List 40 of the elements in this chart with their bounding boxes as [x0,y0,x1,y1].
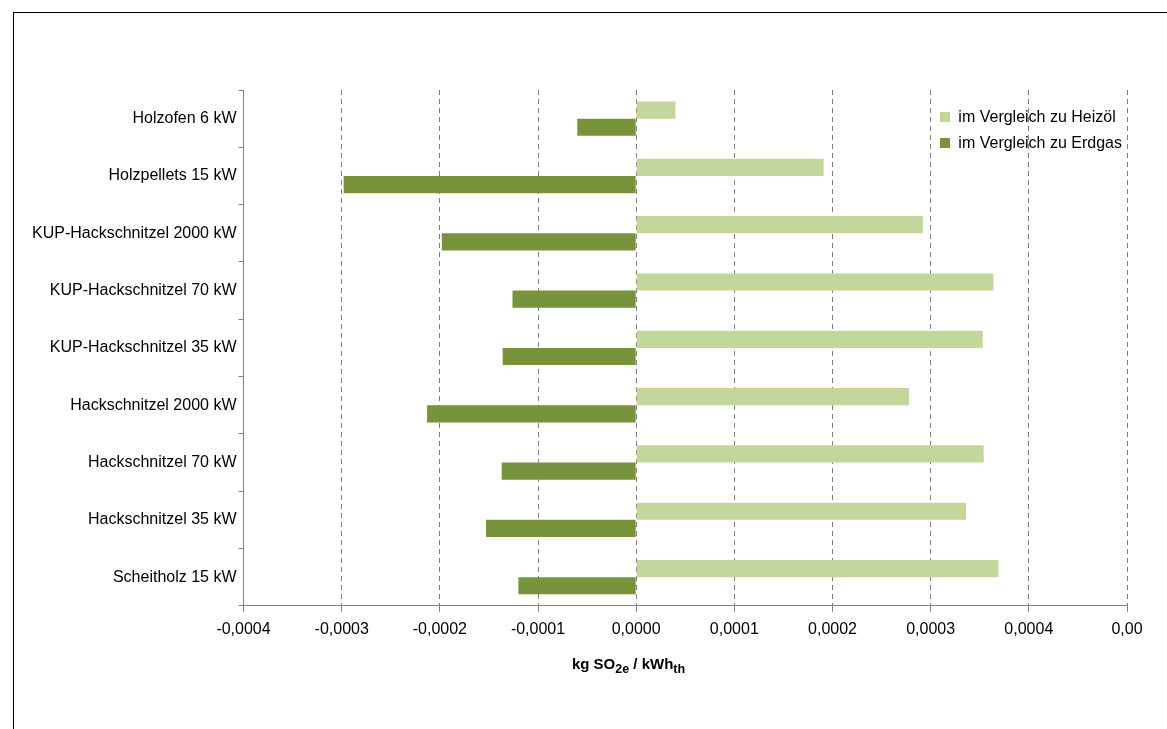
x-tick-label: 0,00 [1111,619,1143,637]
x-tick-label: -0,0001 [510,619,566,637]
x-tick-label: 0,0001 [709,619,759,637]
bar [577,118,636,136]
bar [636,216,923,234]
bar [485,519,636,538]
bar [636,388,910,406]
bar [636,502,967,520]
bar [441,233,636,251]
y-tick-label: Hackschnitzel 70 kW [88,452,238,470]
legend-label: im Vergleich zu Heizöl [958,108,1116,126]
bar [636,101,676,119]
y-tick-label: Scheitholz 15 kW [112,567,238,585]
y-tick-label: KUP-Hackschnitzel 35 kW [49,338,238,356]
x-tick-label: 0,0002 [808,619,858,637]
bar [636,273,994,291]
legend-label: im Vergleich zu Erdgas [958,134,1122,152]
bar [343,175,636,194]
x-tick-label: 0,0004 [1004,619,1054,637]
y-tick-label: KUP-Hackschnitzel 70 kW [49,281,238,298]
x-tick-label: 0,0003 [906,619,956,637]
y-tick-label: Hackschnitzel 35 kW [88,510,238,528]
x-tick-label: -0,0003 [314,619,369,637]
bar [636,158,824,176]
bar [501,462,636,480]
bar [636,330,983,348]
x-tick-label: 0,0000 [611,619,661,637]
bar [518,577,636,595]
bar [512,290,636,308]
x-tick-label: -0,0004 [216,619,271,637]
y-tick-label: Hackschnitzel 2000 kW [70,395,238,413]
x-tick-label: -0,0002 [412,619,468,637]
bar [636,445,984,463]
bar [636,559,999,578]
bar [502,347,636,366]
y-tick-label: Holzofen 6 kW [132,109,238,127]
x-axis-title: kg SO$_{2e}$ / kWh$_{th}$ [570,655,687,676]
y-tick-label: Holzpellets 15 kW [108,166,238,184]
bar [427,405,636,423]
y-tick-label: KUP-Hackschnitzel 2000 kW [32,223,238,241]
